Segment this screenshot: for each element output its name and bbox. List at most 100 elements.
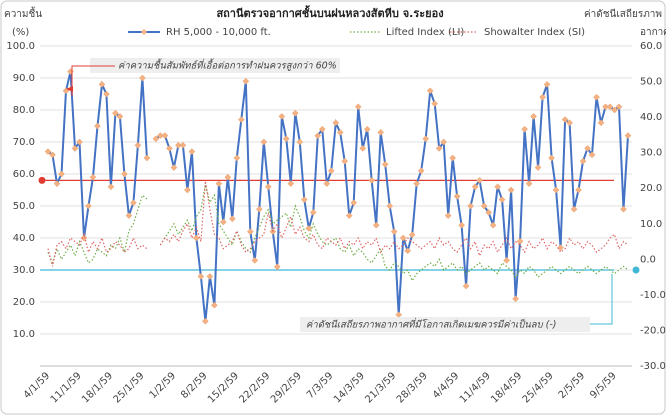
data-point <box>103 90 110 98</box>
data-point <box>332 119 340 127</box>
data-point <box>130 199 137 207</box>
data-point <box>49 151 56 159</box>
data-point <box>291 109 299 117</box>
data-point <box>557 244 564 251</box>
annotation-text: ค่าดัชนีเสถียรภาพอากาศที่มีโอกาสเกิดเมฆค… <box>306 318 556 331</box>
data-point <box>112 109 119 117</box>
data-point <box>179 141 187 149</box>
data-point <box>255 205 263 213</box>
data-point <box>282 135 290 143</box>
data-point <box>440 138 448 146</box>
data-point <box>593 93 600 101</box>
data-point <box>98 81 106 88</box>
y-axis-title: ความชื้น <box>4 6 42 20</box>
y-tick-label: 30.0 <box>13 265 35 276</box>
data-point <box>107 183 115 191</box>
data-point <box>251 257 259 264</box>
data-point <box>368 177 376 184</box>
data-point <box>521 125 528 133</box>
data-point <box>296 138 304 146</box>
y2-tick-label: -20.0 <box>640 325 666 336</box>
data-point <box>516 237 524 245</box>
y2-tick-label: 20.0 <box>640 183 662 194</box>
data-point <box>121 170 128 178</box>
legend-marker <box>141 29 147 35</box>
data-point <box>363 125 371 133</box>
data-point <box>399 234 407 242</box>
data-point <box>471 183 479 191</box>
y2-tick-label: -30.0 <box>640 361 666 372</box>
annotation-text: ค่าความชื้นสัมพัทธ์ที่เอื้อต่อการทำฝนควร… <box>118 58 337 72</box>
data-point <box>534 164 542 171</box>
data-point <box>134 141 142 149</box>
data-point <box>170 164 178 171</box>
data-point <box>530 113 537 120</box>
data-point <box>228 215 236 223</box>
data-point <box>597 119 605 127</box>
data-point <box>422 135 430 143</box>
data-point <box>602 103 609 111</box>
data-point <box>485 209 492 216</box>
data-point <box>624 132 632 139</box>
data-point <box>350 199 358 207</box>
data-point <box>489 221 497 229</box>
data-point <box>570 205 578 213</box>
data-point <box>354 103 362 111</box>
data-point <box>512 295 519 303</box>
data-point <box>246 228 254 235</box>
data-point <box>458 221 465 229</box>
chart-title: สถานีตรวจอากาศชั้นบนฝนหลวงสัตหีบ จ.ระยอง <box>216 5 443 20</box>
data-point <box>215 180 223 187</box>
data-point <box>431 100 439 107</box>
data-point <box>525 180 533 187</box>
data-point <box>193 234 200 242</box>
data-point <box>161 132 169 139</box>
data-point <box>327 167 335 175</box>
y-tick-label: 90.0 <box>13 73 35 84</box>
data-point <box>386 202 394 210</box>
data-point <box>620 205 627 213</box>
annotation-arrow <box>71 65 115 96</box>
data-point <box>507 186 515 194</box>
data-point <box>309 209 317 216</box>
data-point <box>390 228 398 235</box>
data-point <box>494 183 501 191</box>
threshold-dot <box>38 176 46 184</box>
data-point <box>449 154 457 162</box>
data-point <box>300 196 308 203</box>
data-point <box>157 132 164 139</box>
data-point <box>444 212 452 219</box>
legend-label: Showalter Index (SI) <box>484 27 585 38</box>
data-point <box>323 180 331 187</box>
y-tick-label: 20.0 <box>13 297 35 308</box>
y-tick-label: 40.0 <box>13 233 35 244</box>
y-tick-label: 100.0 <box>6 41 35 52</box>
y-tick-label: 80.0 <box>13 105 35 116</box>
data-point <box>53 180 61 187</box>
data-point <box>341 157 349 165</box>
data-point <box>413 180 421 187</box>
data-point <box>503 257 510 264</box>
annotation-box <box>300 317 590 332</box>
data-point <box>611 106 618 114</box>
data-point <box>561 116 569 123</box>
data-point <box>143 154 151 162</box>
data-point <box>184 186 191 194</box>
data-point <box>435 145 443 152</box>
data-point <box>345 212 353 219</box>
data-point <box>76 138 83 146</box>
data-point <box>476 177 483 184</box>
data-point <box>197 273 205 280</box>
data-point <box>273 263 281 271</box>
y2-tick-label: 50.0 <box>640 77 662 88</box>
data-point <box>71 145 79 152</box>
data-point <box>426 87 434 95</box>
data-point <box>116 113 124 120</box>
data-point <box>139 74 146 82</box>
data-point <box>260 138 268 146</box>
data-point <box>372 221 380 229</box>
annotation-arrowhead <box>66 86 73 92</box>
legend-label: RH 5,000 - 10,000 ft. <box>166 27 271 38</box>
data-point <box>408 231 416 239</box>
